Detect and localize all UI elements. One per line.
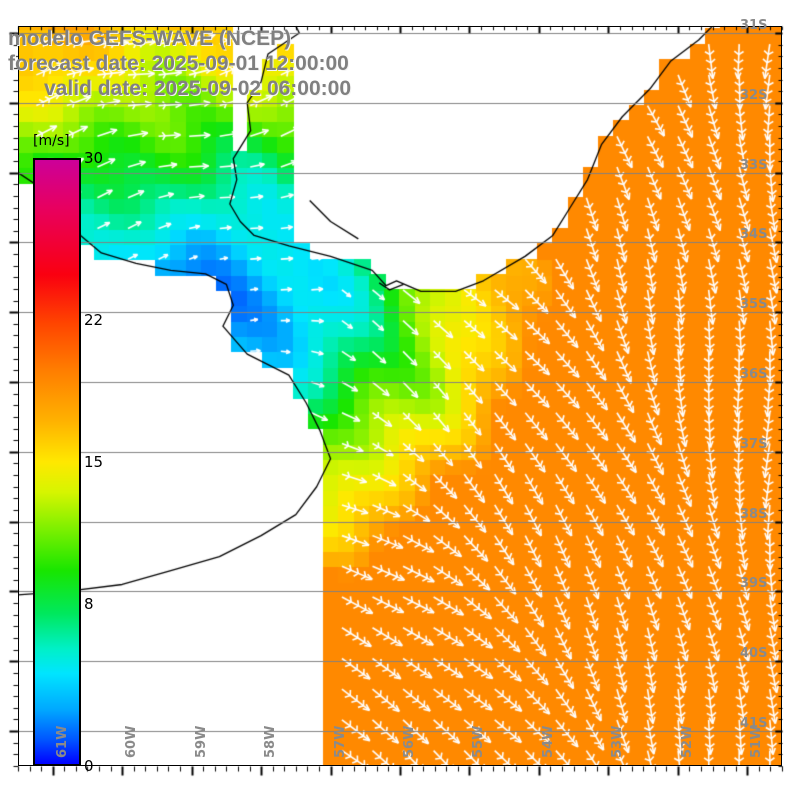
colorbar-unit-label: [m/s] (33, 133, 70, 149)
title-valid-date: valid date: 2025-09-02 06:00:00 (44, 77, 352, 100)
lon-label-59W: 59W (193, 725, 209, 758)
lat-label-39S: 39S (740, 576, 768, 592)
colorbar-tick-30: 30 (84, 149, 104, 167)
colorbar-tick-22: 22 (84, 311, 104, 330)
lat-label-33S: 33S (740, 157, 768, 173)
lon-label-54W: 54W (540, 725, 556, 758)
lat-label-40S: 40S (740, 646, 768, 662)
lat-label-36S: 36S (740, 367, 768, 383)
colorbar-gradient (33, 158, 81, 766)
colorbar-tick-8: 8 (84, 594, 94, 613)
lat-label-37S: 37S (740, 436, 768, 452)
lon-label-51W: 51W (749, 725, 765, 758)
lon-label-58W: 58W (263, 725, 279, 758)
map-plot-area[interactable] (18, 26, 782, 766)
colorbar-tick-0: 0 (84, 757, 94, 775)
lat-label-35S: 35S (740, 297, 768, 313)
lon-label-52W: 52W (679, 725, 695, 758)
title-model-line: modelo GEFS-WAVE (NCEP) (8, 27, 292, 50)
colorbar[interactable] (33, 158, 81, 766)
map-title-block: modelo GEFS-WAVE (NCEP) forecast date: 2… (0, 26, 520, 101)
lat-label-32S: 32S (740, 87, 768, 103)
lon-label-60W: 60W (124, 725, 140, 758)
lon-label-56W: 56W (402, 725, 417, 758)
colorbar-tick-15: 15 (84, 453, 104, 471)
latlon-gridlines-layer (18, 26, 782, 766)
lon-label-61W: 61W (54, 725, 70, 758)
lat-label-38S: 38S (740, 506, 768, 522)
lat-label-41S: 41S (740, 716, 768, 732)
lon-label-55W: 55W (471, 725, 487, 758)
lat-label-34S: 34S (740, 227, 768, 243)
lon-label-53W: 53W (610, 725, 626, 758)
lat-label-31S: 31S (740, 17, 768, 33)
lon-label-57W: 57W (332, 725, 348, 758)
title-forecast-date: forecast date: 2025-09-01 12:00:00 (8, 52, 349, 75)
